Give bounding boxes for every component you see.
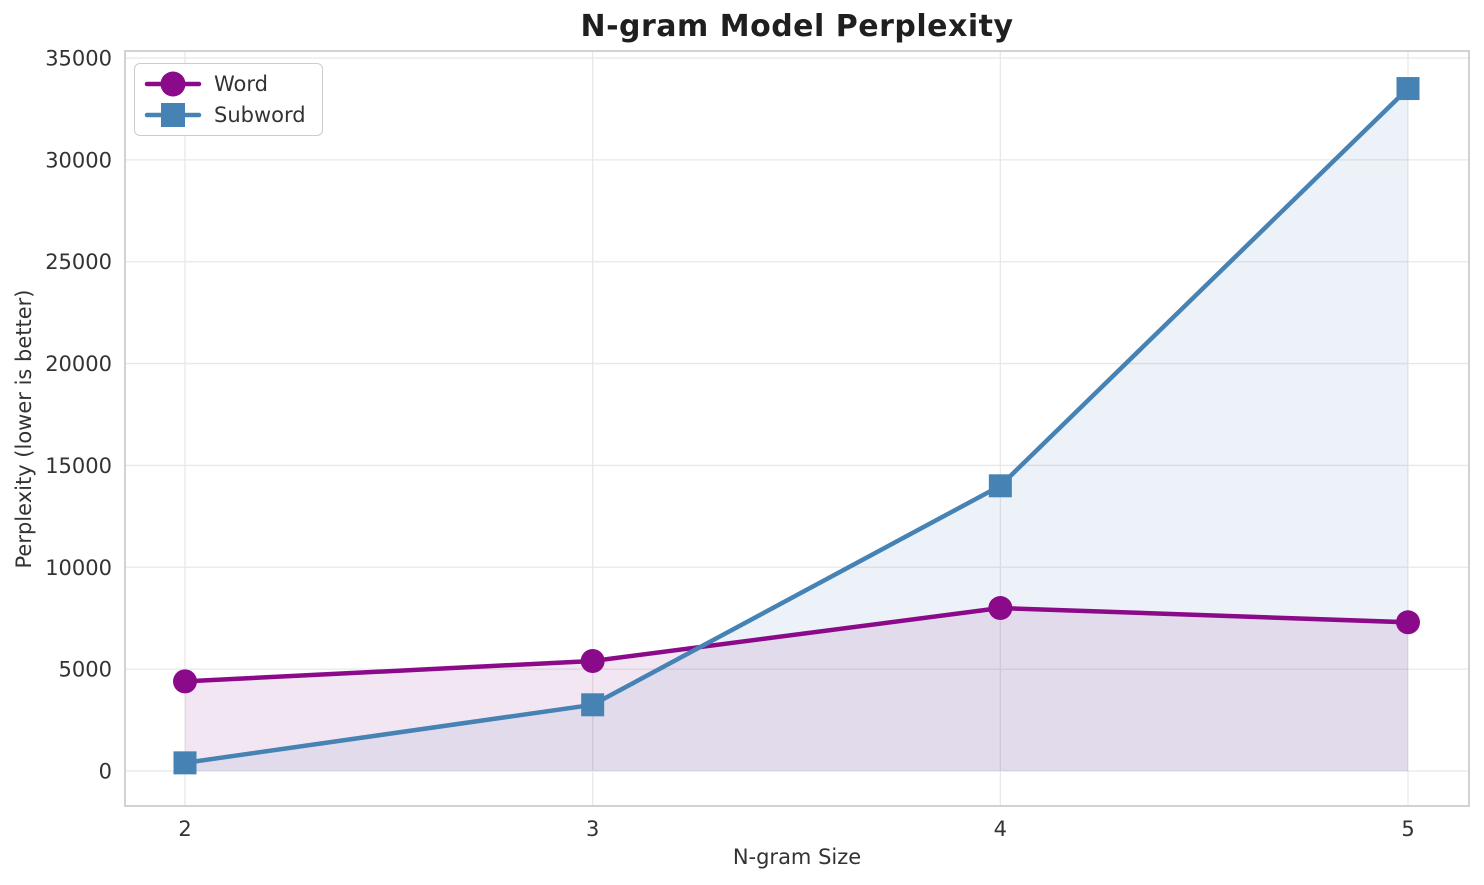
axes-spines bbox=[124, 50, 1470, 807]
marker-subword bbox=[581, 693, 605, 717]
legend-label: Word bbox=[214, 72, 268, 96]
y-tick-label: 10000 bbox=[45, 556, 112, 580]
marker-subword bbox=[173, 751, 197, 775]
series-line-subword bbox=[182, 86, 1411, 766]
square-marker-icon bbox=[144, 103, 202, 127]
y-tick-label: 25000 bbox=[45, 250, 112, 274]
x-axis-label: N-gram Size bbox=[732, 845, 862, 869]
marker-subword bbox=[988, 474, 1012, 498]
series-line-word bbox=[182, 605, 1411, 684]
marker-word bbox=[988, 596, 1013, 621]
marker-subword bbox=[1396, 77, 1420, 101]
marker-word bbox=[173, 669, 197, 694]
legend-item-word: Word bbox=[144, 69, 306, 99]
y-tick-label: 20000 bbox=[45, 352, 112, 376]
x-tick-label: 2 bbox=[178, 817, 191, 841]
marker-word bbox=[1396, 610, 1421, 635]
chart-title: N-gram Model Perplexity bbox=[580, 9, 1014, 44]
area-fill-word bbox=[185, 608, 1409, 771]
x-tick-label: 3 bbox=[586, 817, 599, 841]
legend-item-subword: Subword bbox=[144, 100, 306, 130]
circle-marker-icon bbox=[144, 71, 202, 97]
y-axis-label: Perplexity (lower is better) bbox=[12, 289, 36, 569]
legend: Word Subword bbox=[134, 63, 323, 136]
y-tick-label: 35000 bbox=[45, 47, 112, 71]
marker-word bbox=[580, 648, 605, 673]
y-tick-label: 15000 bbox=[45, 454, 112, 478]
legend-label: Subword bbox=[214, 103, 306, 127]
area-fill-subword bbox=[185, 88, 1409, 772]
x-tick-label: 4 bbox=[994, 817, 1007, 841]
y-tick-label: 0 bbox=[99, 760, 112, 784]
y-tick-label: 30000 bbox=[45, 148, 112, 172]
y-tick-label: 5000 bbox=[59, 658, 112, 682]
x-tick-label: 5 bbox=[1401, 817, 1414, 841]
